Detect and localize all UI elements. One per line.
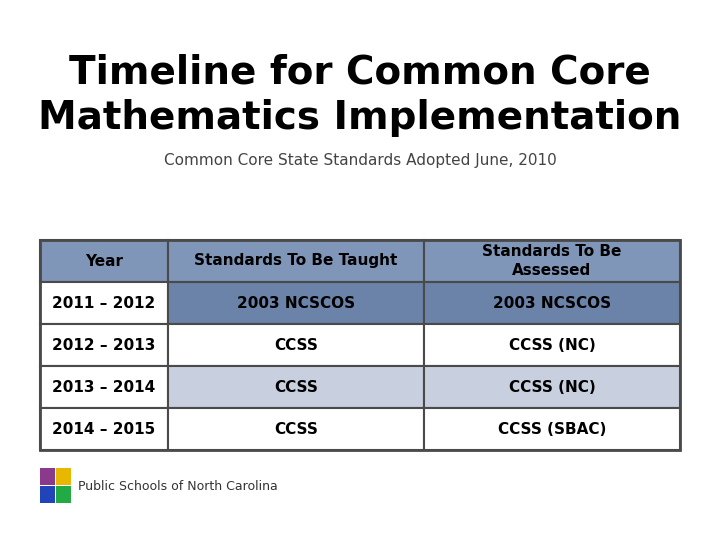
Bar	[424, 240, 680, 282]
Bar	[168, 324, 424, 366]
Bar	[40, 366, 168, 408]
Text: CCSS: CCSS	[274, 380, 318, 395]
Bar	[424, 282, 680, 324]
Text: 2012 – 2013: 2012 – 2013	[53, 338, 156, 353]
Text: Common Core State Standards Adopted June, 2010: Common Core State Standards Adopted June…	[163, 152, 557, 167]
Bar	[40, 408, 168, 450]
Text: 2011 – 2012: 2011 – 2012	[53, 295, 156, 310]
Text: Mathematics Implementation: Mathematics Implementation	[38, 99, 682, 137]
Bar	[40, 282, 168, 324]
Text: CCSS: CCSS	[274, 338, 318, 353]
Text: Standards To Be Taught: Standards To Be Taught	[194, 253, 397, 268]
Bar	[424, 408, 680, 450]
Bar	[56, 486, 71, 503]
Bar	[40, 468, 55, 485]
Text: 2003 NCSCOS: 2003 NCSCOS	[237, 295, 355, 310]
Bar	[424, 324, 680, 366]
Text: 2003 NCSCOS: 2003 NCSCOS	[493, 295, 611, 310]
Text: CCSS (NC): CCSS (NC)	[508, 338, 595, 353]
Bar	[40, 240, 680, 450]
Text: Standards To Be
Assessed: Standards To Be Assessed	[482, 244, 621, 278]
Bar	[56, 468, 71, 485]
Text: Public Schools of North Carolina: Public Schools of North Carolina	[78, 480, 278, 492]
Text: CCSS: CCSS	[274, 422, 318, 436]
Bar	[40, 324, 168, 366]
Bar	[168, 240, 424, 282]
Bar	[40, 486, 55, 503]
Text: 2013 – 2014: 2013 – 2014	[53, 380, 156, 395]
Text: Year: Year	[85, 253, 123, 268]
Text: CCSS (SBAC): CCSS (SBAC)	[498, 422, 606, 436]
Bar	[424, 366, 680, 408]
Bar	[168, 282, 424, 324]
Bar	[40, 240, 168, 282]
Bar	[168, 366, 424, 408]
Text: CCSS (NC): CCSS (NC)	[508, 380, 595, 395]
Text: 2014 – 2015: 2014 – 2015	[53, 422, 156, 436]
Bar	[168, 408, 424, 450]
Text: Timeline for Common Core: Timeline for Common Core	[69, 53, 651, 91]
